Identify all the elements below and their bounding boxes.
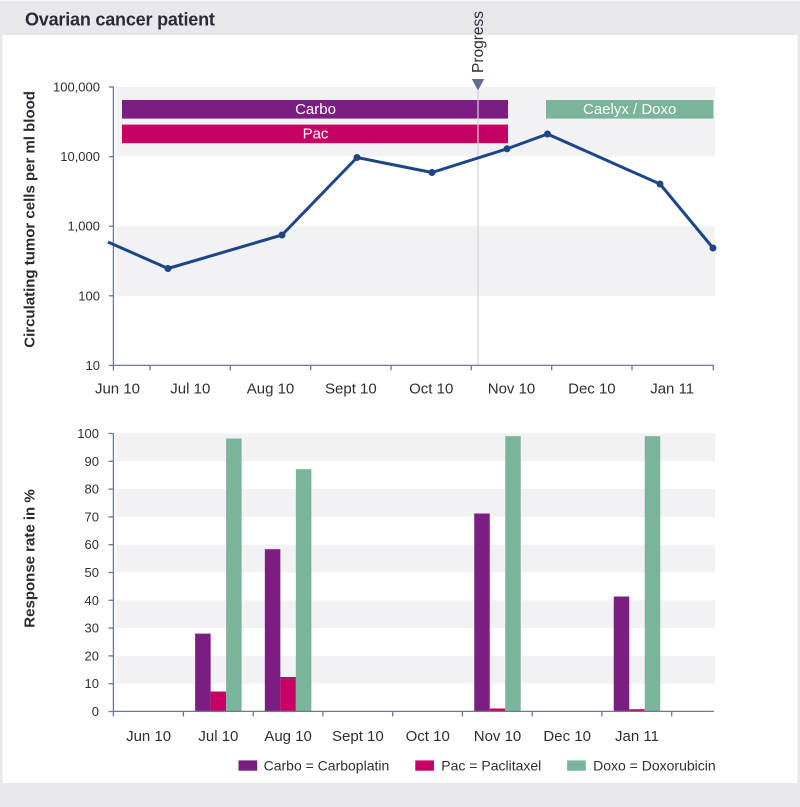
svg-text:100: 100 xyxy=(77,426,99,441)
svg-text:100,000: 100,000 xyxy=(53,80,100,95)
svg-text:70: 70 xyxy=(85,509,99,524)
svg-text:30: 30 xyxy=(85,621,99,636)
svg-text:Jul 10: Jul 10 xyxy=(198,728,238,745)
svg-text:Dec 10: Dec 10 xyxy=(543,728,591,745)
svg-text:Sept 10: Sept 10 xyxy=(325,380,377,397)
svg-text:Carbo: Carbo xyxy=(295,101,336,118)
svg-text:Progress: Progress xyxy=(470,11,487,73)
svg-text:Jan 11: Jan 11 xyxy=(650,380,694,397)
svg-text:Ovarian cancer patient: Ovarian cancer patient xyxy=(25,10,215,30)
svg-text:Oct 10: Oct 10 xyxy=(409,380,453,397)
svg-text:90: 90 xyxy=(85,454,99,469)
svg-text:1,000: 1,000 xyxy=(67,219,100,234)
svg-text:10,000: 10,000 xyxy=(60,149,100,164)
svg-text:10: 10 xyxy=(86,358,100,373)
svg-text:Oct 10: Oct 10 xyxy=(406,728,450,745)
svg-text:Pac = Paclitaxel: Pac = Paclitaxel xyxy=(441,758,541,774)
svg-text:Pac: Pac xyxy=(303,125,329,142)
svg-text:Sept 10: Sept 10 xyxy=(332,728,384,745)
svg-text:Aug 10: Aug 10 xyxy=(247,380,295,397)
svg-text:Carbo = Carboplatin: Carbo = Carboplatin xyxy=(264,758,390,774)
svg-text:40: 40 xyxy=(85,593,99,608)
svg-text:100: 100 xyxy=(78,288,100,303)
svg-text:Dec 10: Dec 10 xyxy=(568,380,616,397)
svg-text:Nov 10: Nov 10 xyxy=(474,728,522,745)
svg-text:Jun 10: Jun 10 xyxy=(126,728,171,745)
svg-text:60: 60 xyxy=(85,537,99,552)
svg-text:Jun 10: Jun 10 xyxy=(95,380,140,397)
svg-text:0: 0 xyxy=(92,704,99,719)
svg-text:Caelyx / Doxo: Caelyx / Doxo xyxy=(583,101,676,118)
svg-text:80: 80 xyxy=(85,482,99,497)
svg-text:Nov 10: Nov 10 xyxy=(488,380,536,397)
svg-text:Jul 10: Jul 10 xyxy=(170,380,210,397)
svg-text:Jan 11: Jan 11 xyxy=(615,728,659,745)
svg-text:Response rate in %: Response rate in % xyxy=(22,489,39,627)
svg-text:Circulating tumor cells per ml: Circulating tumor cells per ml blood xyxy=(22,91,39,348)
svg-text:Doxo = Doxorubicin: Doxo = Doxorubicin xyxy=(593,758,716,774)
svg-text:20: 20 xyxy=(85,648,99,663)
svg-text:50: 50 xyxy=(85,565,99,580)
svg-text:Aug 10: Aug 10 xyxy=(264,728,312,745)
svg-text:10: 10 xyxy=(85,676,99,691)
